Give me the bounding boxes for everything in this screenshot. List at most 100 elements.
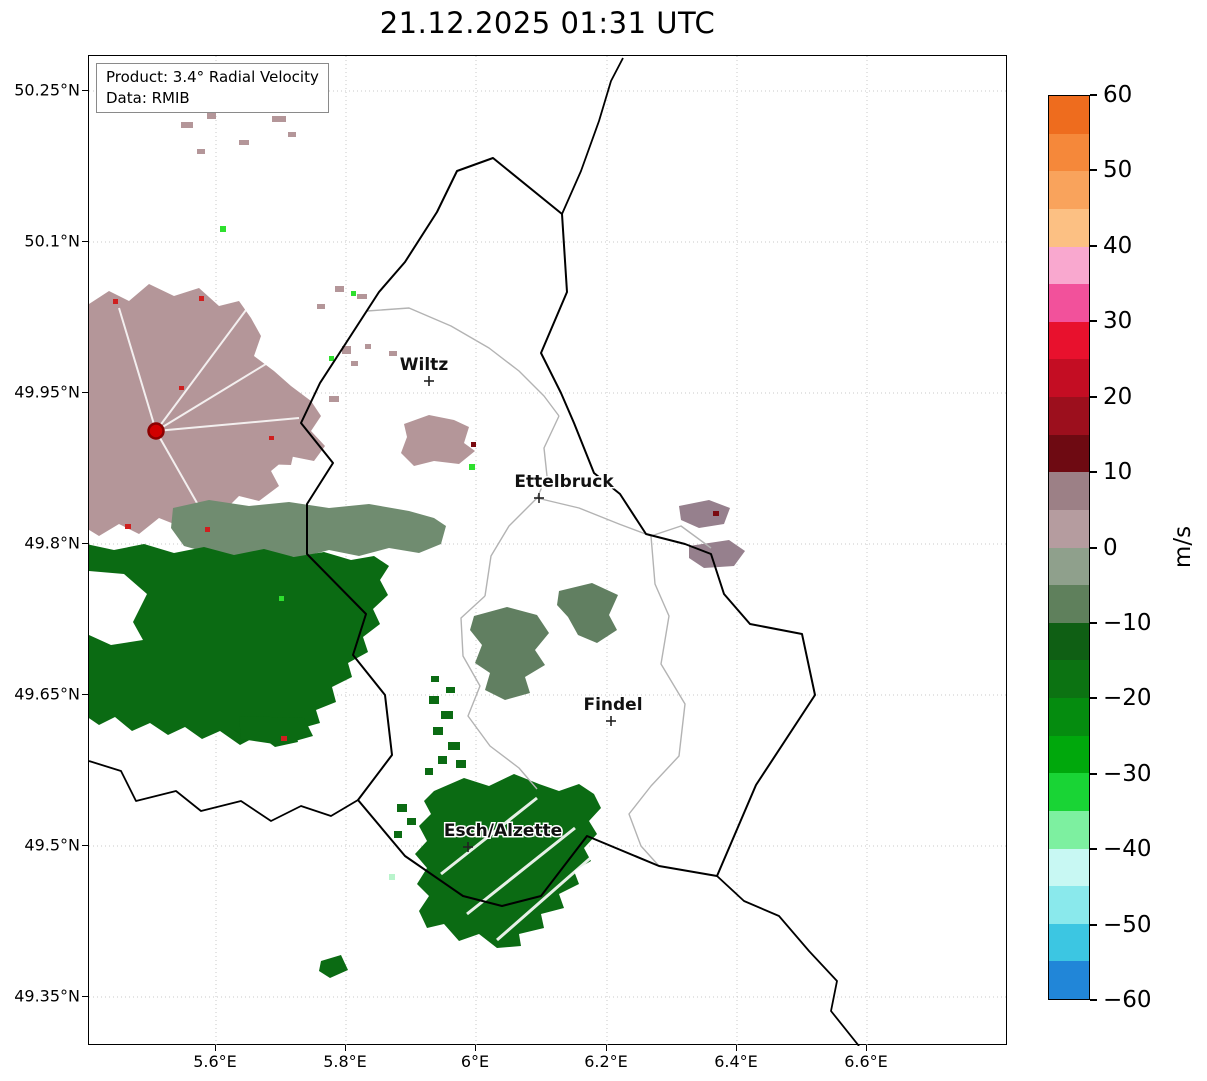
district-border-line (628, 535, 686, 867)
colorbar-segment (1049, 434, 1089, 473)
radar-speckle (441, 711, 453, 719)
esch-spoke-gaps (440, 796, 596, 942)
colorbar-segment (1049, 585, 1089, 623)
colorbar-segment (1049, 810, 1089, 849)
colorbar-tick-mark (1090, 697, 1097, 700)
colorbar-segment (1049, 848, 1089, 887)
radar-echo-green-esch (415, 774, 601, 948)
colorbar-segment (1049, 735, 1089, 774)
radar-echo-sage-patch (557, 583, 618, 643)
colorbar-tick-label: 20 (1103, 383, 1133, 410)
radar-speckle (469, 464, 475, 470)
city-label: Esch/Alzette (444, 821, 562, 841)
radar-speckle (429, 696, 439, 704)
x-tick-label: 6.4°E (714, 1052, 758, 1071)
radar-speckle (197, 149, 205, 154)
y-tick-mark (82, 844, 88, 846)
x-tick-mark (735, 1045, 737, 1051)
radar-speckle (438, 756, 447, 764)
colorbar-tick-mark (1090, 848, 1097, 851)
radar-echo-mauve-patch-ne (679, 500, 730, 528)
france-germany-border (716, 875, 860, 1046)
radar-speckle (113, 299, 118, 304)
colorbar-segment (1049, 660, 1089, 698)
colorbar-segment (1049, 171, 1089, 209)
radar-echo-mauve-main (89, 284, 325, 536)
colorbar-segment (1049, 96, 1089, 134)
district-borders (366, 307, 712, 867)
radar-speckle (239, 140, 249, 145)
city-label: Ettelbruck (514, 472, 614, 492)
belgium-germany-border (561, 57, 624, 215)
colorbar-segment (1049, 321, 1089, 360)
y-tick-label: 49.35°N (14, 986, 80, 1006)
city-markers: Wiltz Ettelbruck Findel Esch/Alzette (398, 354, 644, 852)
y-tick-label: 49.95°N (14, 382, 80, 402)
colorbar-tick-mark (1090, 546, 1097, 549)
colorbar-tick-label: −50 (1103, 911, 1152, 938)
colorbar-tick-label: 30 (1103, 308, 1133, 335)
radar-speckle (351, 291, 356, 296)
y-tick-mark (82, 89, 88, 91)
y-tick-mark (82, 240, 88, 242)
colorbar-segment (1049, 472, 1089, 510)
colorbar-tick-label: −10 (1103, 609, 1152, 636)
colorbar-segment (1049, 133, 1089, 172)
city-marker: Wiltz (398, 354, 450, 386)
radar-speckle (448, 742, 460, 750)
radar-echo-green-small (319, 955, 348, 978)
radar-speckle (269, 436, 274, 440)
colorbar-unit-label: m/s (1170, 525, 1196, 569)
country-borders (89, 57, 860, 1046)
radar-echo-mauve-patch (401, 415, 475, 466)
y-tick-label: 49.5°N (24, 835, 80, 855)
echo-hole (89, 571, 147, 645)
colorbar-segment (1049, 246, 1089, 285)
colorbar-tick-mark (1090, 471, 1097, 474)
radar-echo-mauve-patch-ne (689, 540, 745, 568)
data-source-label: Data: RMIB (106, 88, 190, 107)
radar-speckle (329, 356, 334, 361)
colorbar-tick-label: −60 (1103, 987, 1152, 1013)
district-border-line (484, 415, 560, 597)
radar-speckle (394, 831, 402, 838)
radar-speckle (181, 122, 193, 128)
x-tick-mark (474, 1045, 476, 1051)
colorbar-segment (1049, 698, 1089, 736)
colorbar-tick-mark (1090, 320, 1097, 323)
radar-speckle (389, 351, 397, 356)
radar-speckle (431, 676, 439, 682)
colorbar-tick-mark (1090, 923, 1097, 926)
radar-speckle (199, 296, 204, 301)
colorbar (1048, 95, 1090, 1000)
y-tick-mark (82, 542, 88, 544)
colorbar-segment (1049, 397, 1089, 435)
colorbar-tick-label: 60 (1103, 82, 1133, 108)
colorbar-tick-label: −40 (1103, 836, 1152, 863)
x-tick-mark (344, 1045, 346, 1051)
radar-speckle (281, 736, 287, 741)
radar-echo-sage-patch (470, 607, 549, 700)
city-marker: Esch/Alzette (442, 820, 564, 852)
colorbar-segment (1049, 622, 1089, 661)
radar-speckle (279, 596, 284, 601)
radar-speckle (389, 874, 395, 880)
radar-speckle (207, 113, 216, 119)
page-title: 21.12.2025 01:31 UTC (379, 6, 716, 40)
city-label: Wiltz (400, 355, 449, 375)
colorbar-segment (1049, 509, 1089, 548)
y-tick-label: 50.1°N (24, 231, 80, 251)
colorbar-segment (1049, 923, 1089, 962)
radar-speckle (446, 687, 455, 693)
radar-speckle (397, 804, 407, 812)
colorbar-segment (1049, 547, 1089, 586)
colorbar-tick-mark (1090, 772, 1097, 775)
y-tick-label: 49.8°N (24, 533, 80, 553)
product-info-box: Product: 3.4° Radial Velocity Data: RMIB (96, 63, 329, 114)
radar-speckle (351, 361, 358, 366)
x-tick-mark (214, 1045, 216, 1051)
y-tick-label: 49.65°N (14, 684, 80, 704)
belgium-france-border (89, 760, 359, 822)
colorbar-segment (1049, 208, 1089, 247)
y-tick-mark (82, 995, 88, 997)
